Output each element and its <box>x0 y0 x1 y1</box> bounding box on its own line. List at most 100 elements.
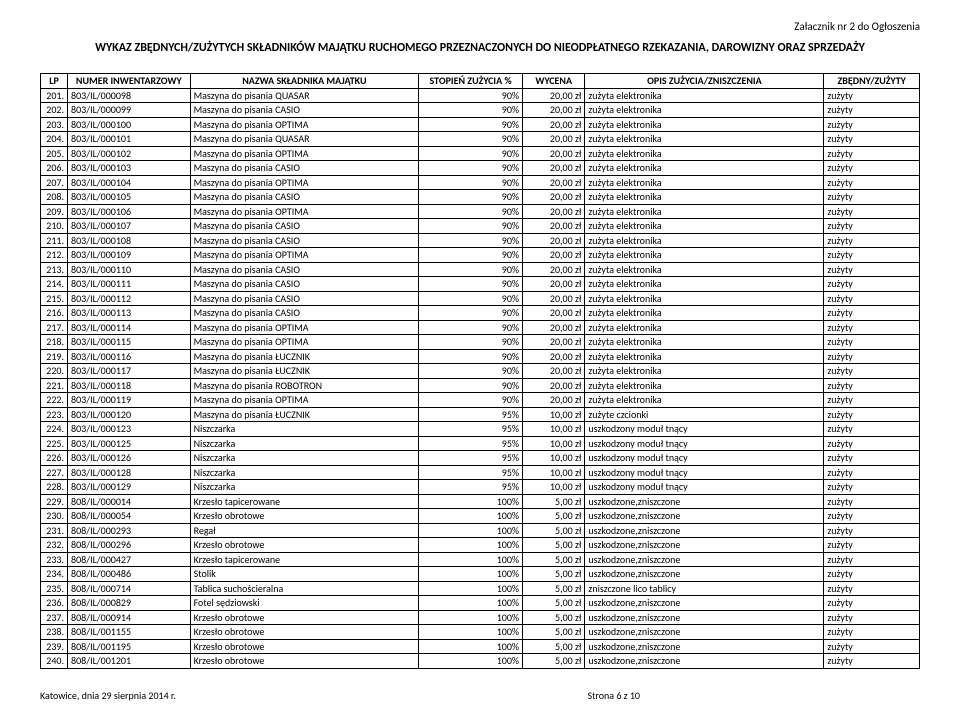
cell-lp: 230. <box>41 509 68 524</box>
cell-status: zużyty <box>824 117 920 132</box>
cell-desc: zużyta elektronika <box>585 132 824 147</box>
cell-wear: 95% <box>419 407 523 422</box>
cell-desc: zużyta elektronika <box>585 306 824 321</box>
cell-desc: zużyta elektronika <box>585 393 824 408</box>
cell-inv: 803/IL/000110 <box>68 262 191 277</box>
cell-val: 20,00 zł <box>523 393 585 408</box>
cell-lp: 223. <box>41 407 68 422</box>
cell-status: zużyty <box>824 277 920 292</box>
cell-wear: 90% <box>419 132 523 147</box>
cell-desc: uszkodzony moduł tnący <box>585 480 824 495</box>
table-row: 216.803/IL/000113Maszyna do pisania CASI… <box>41 306 920 321</box>
cell-lp: 219. <box>41 349 68 364</box>
cell-wear: 100% <box>419 639 523 654</box>
cell-lp: 220. <box>41 364 68 379</box>
cell-val: 20,00 zł <box>523 306 585 321</box>
table-row: 209.803/IL/000106Maszyna do pisania OPTI… <box>41 204 920 219</box>
cell-wear: 100% <box>419 625 523 640</box>
cell-wear: 90% <box>419 378 523 393</box>
cell-lp: 205. <box>41 146 68 161</box>
cell-desc: uszkodzone,zniszczone <box>585 523 824 538</box>
cell-val: 10,00 zł <box>523 422 585 437</box>
cell-val: 5,00 zł <box>523 625 585 640</box>
cell-name: Maszyna do pisania OPTIMA <box>190 204 419 219</box>
cell-val: 10,00 zł <box>523 436 585 451</box>
cell-inv: 803/IL/000113 <box>68 306 191 321</box>
cell-wear: 90% <box>419 364 523 379</box>
cell-name: Regał <box>190 523 419 538</box>
cell-lp: 225. <box>41 436 68 451</box>
cell-inv: 803/IL/000104 <box>68 175 191 190</box>
cell-lp: 237. <box>41 610 68 625</box>
cell-status: zużyty <box>824 422 920 437</box>
cell-desc: uszkodzone,zniszczone <box>585 596 824 611</box>
col-inv: NUMER INWENTARZOWY <box>68 74 191 89</box>
cell-name: Stolik <box>190 567 419 582</box>
cell-status: zużyty <box>824 494 920 509</box>
cell-inv: 803/IL/000120 <box>68 407 191 422</box>
cell-wear: 90% <box>419 335 523 350</box>
cell-inv: 803/IL/000125 <box>68 436 191 451</box>
cell-inv: 803/IL/000128 <box>68 465 191 480</box>
cell-inv: 803/IL/000115 <box>68 335 191 350</box>
cell-inv: 803/IL/000100 <box>68 117 191 132</box>
cell-desc: zużyta elektronika <box>585 364 824 379</box>
cell-status: zużyty <box>824 509 920 524</box>
cell-wear: 100% <box>419 523 523 538</box>
cell-wear: 90% <box>419 103 523 118</box>
cell-inv: 803/IL/000101 <box>68 132 191 147</box>
col-name: NAZWA SKŁADNIKA MAJĄTKU <box>190 74 419 89</box>
cell-status: zużyty <box>824 103 920 118</box>
cell-val: 20,00 zł <box>523 132 585 147</box>
table-row: 237.808/IL/000914Krzesło obrotowe100%5,0… <box>41 610 920 625</box>
cell-desc: zużyta elektronika <box>585 88 824 103</box>
table-row: 205.803/IL/000102Maszyna do pisania OPTI… <box>41 146 920 161</box>
cell-status: zużyty <box>824 320 920 335</box>
cell-lp: 221. <box>41 378 68 393</box>
cell-status: zużyty <box>824 88 920 103</box>
cell-status: zużyty <box>824 262 920 277</box>
table-row: 225.803/IL/000125Niszczarka95%10,00 złus… <box>41 436 920 451</box>
cell-status: zużyty <box>824 175 920 190</box>
cell-status: zużyty <box>824 596 920 611</box>
cell-name: Niszczarka <box>190 422 419 437</box>
cell-desc: uszkodzone,zniszczone <box>585 509 824 524</box>
table-row: 239.808/IL/001195Krzesło obrotowe100%5,0… <box>41 639 920 654</box>
table-row: 220.803/IL/000117Maszyna do pisania ŁUCZ… <box>41 364 920 379</box>
cell-name: Maszyna do pisania OPTIMA <box>190 248 419 263</box>
table-row: 222.803/IL/000119Maszyna do pisania OPTI… <box>41 393 920 408</box>
cell-status: zużyty <box>824 436 920 451</box>
table-row: 204.803/IL/000101Maszyna do pisania QUAS… <box>41 132 920 147</box>
cell-desc: zużyta elektronika <box>585 349 824 364</box>
cell-status: zużyty <box>824 335 920 350</box>
cell-lp: 202. <box>41 103 68 118</box>
cell-val: 20,00 zł <box>523 248 585 263</box>
cell-lp: 240. <box>41 654 68 669</box>
cell-inv: 803/IL/000116 <box>68 349 191 364</box>
cell-inv: 808/IL/001155 <box>68 625 191 640</box>
cell-wear: 100% <box>419 494 523 509</box>
table-row: 223.803/IL/000120Maszyna do pisania ŁUCZ… <box>41 407 920 422</box>
cell-name: Maszyna do pisania OPTIMA <box>190 320 419 335</box>
table-row: 215.803/IL/000112Maszyna do pisania CASI… <box>41 291 920 306</box>
cell-name: Maszyna do pisania QUASAR <box>190 88 419 103</box>
cell-inv: 803/IL/000107 <box>68 219 191 234</box>
cell-val: 20,00 zł <box>523 146 585 161</box>
table-row: 238.808/IL/001155Krzesło obrotowe100%5,0… <box>41 625 920 640</box>
cell-val: 20,00 zł <box>523 233 585 248</box>
cell-name: Maszyna do pisania CASIO <box>190 277 419 292</box>
cell-name: Maszyna do pisania CASIO <box>190 262 419 277</box>
cell-wear: 90% <box>419 117 523 132</box>
cell-wear: 95% <box>419 480 523 495</box>
cell-desc: uszkodzony moduł tnący <box>585 422 824 437</box>
cell-val: 5,00 zł <box>523 567 585 582</box>
cell-wear: 95% <box>419 465 523 480</box>
cell-val: 5,00 zł <box>523 552 585 567</box>
cell-name: Maszyna do pisania CASIO <box>190 219 419 234</box>
cell-desc: uszkodzone,zniszczone <box>585 538 824 553</box>
table-row: 206.803/IL/000103Maszyna do pisania CASI… <box>41 161 920 176</box>
cell-val: 20,00 zł <box>523 175 585 190</box>
table-row: 224.803/IL/000123Niszczarka95%10,00 złus… <box>41 422 920 437</box>
table-row: 218.803/IL/000115Maszyna do pisania OPTI… <box>41 335 920 350</box>
cell-val: 5,00 zł <box>523 509 585 524</box>
